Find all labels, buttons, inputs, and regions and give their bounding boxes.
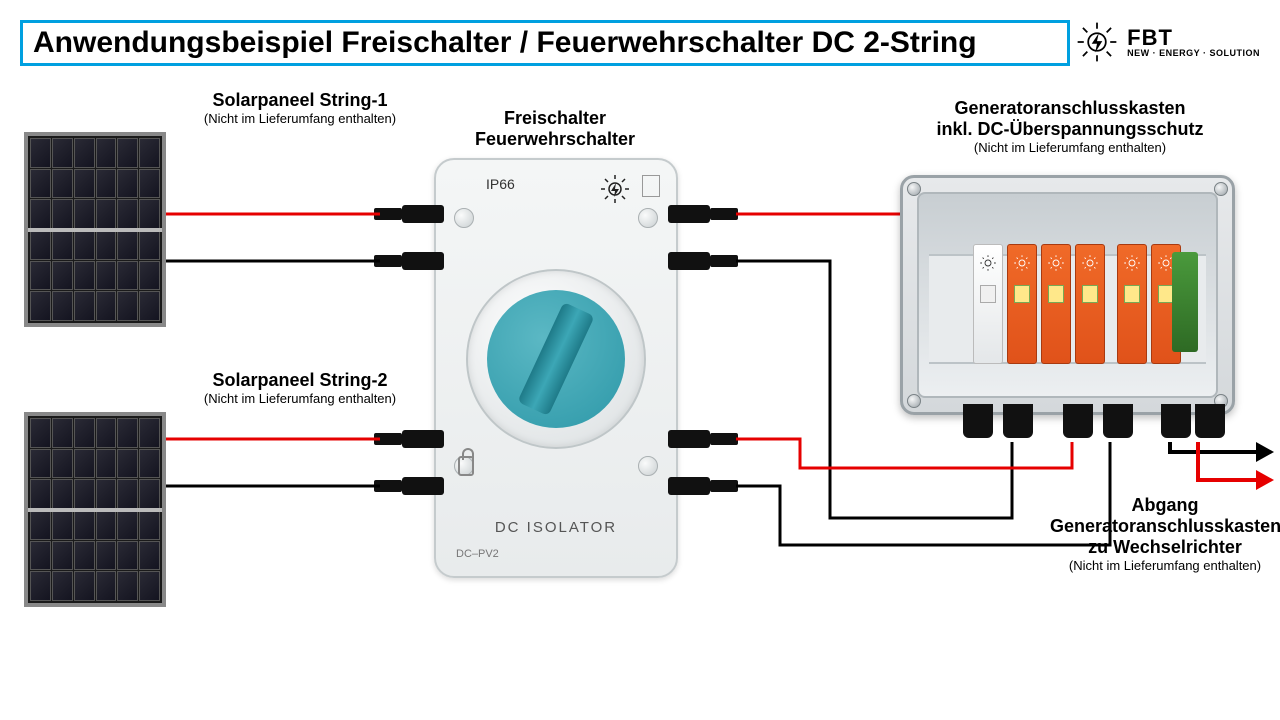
mc4-connector xyxy=(668,430,738,448)
label-output-l3: zu Wechselrichter xyxy=(1050,537,1280,558)
cable-gland xyxy=(1103,404,1133,438)
solar-panel-1 xyxy=(24,132,166,327)
title-text: Anwendungsbeispiel Freischalter / Feuerw… xyxy=(33,26,977,60)
spd-module xyxy=(1075,244,1105,364)
label-string1-sub: (Nicht im Lieferumfang enthalten) xyxy=(170,111,430,126)
sun-icon xyxy=(600,174,630,204)
label-jbox-l2: inkl. DC-Überspannungsschutz xyxy=(880,119,1260,140)
label-output: Abgang Generatoranschlusskasten zu Wechs… xyxy=(1050,495,1280,573)
mc4-connector xyxy=(668,252,738,270)
mc4-connector xyxy=(374,252,444,270)
label-string2: Solarpaneel String-2 (Nicht im Lieferumf… xyxy=(170,370,430,406)
cable-gland xyxy=(1161,404,1191,438)
cable-gland xyxy=(1063,404,1093,438)
spd-module xyxy=(1117,244,1147,364)
brand-logo: FBT NEW · ENERGY · SOLUTION xyxy=(1075,20,1260,64)
isolator-model-label: DC–PV2 xyxy=(456,548,499,560)
cable-gland xyxy=(963,404,993,438)
mc4-connector xyxy=(374,430,444,448)
screw-icon xyxy=(638,208,658,228)
label-output-l2: Generatoranschlusskasten xyxy=(1050,516,1280,537)
spd-module xyxy=(973,244,1003,364)
ground-terminal xyxy=(1172,252,1198,352)
label-string2-title: Solarpaneel String-2 xyxy=(170,370,430,391)
label-string1: Solarpaneel String-1 (Nicht im Lieferumf… xyxy=(170,90,430,126)
ip-rating: IP66 xyxy=(486,176,515,192)
spd-module xyxy=(1007,244,1037,364)
rotary-knob xyxy=(466,269,646,449)
nameplate-icon xyxy=(642,175,660,197)
label-string2-sub: (Nicht im Lieferumfang enthalten) xyxy=(170,391,430,406)
label-output-l1: Abgang xyxy=(1050,495,1280,516)
mc4-connector xyxy=(668,477,738,495)
label-jbox-l1: Generatoranschlusskasten xyxy=(880,98,1260,119)
label-jbox-sub: (Nicht im Lieferumfang enthalten) xyxy=(880,140,1260,155)
sun-bolt-icon xyxy=(1075,20,1119,64)
label-isolator: Freischalter Feuerwehrschalter xyxy=(430,108,680,150)
title-bar: Anwendungsbeispiel Freischalter / Feuerw… xyxy=(20,20,1070,66)
mc4-connector xyxy=(668,205,738,223)
screw-icon xyxy=(638,456,658,476)
logo-tagline: NEW · ENERGY · SOLUTION xyxy=(1127,49,1260,58)
cable-gland xyxy=(1003,404,1033,438)
label-isolator-l1: Freischalter xyxy=(430,108,680,129)
screw-icon xyxy=(454,208,474,228)
dc-isolator: IP66 DC ISOLATOR DC–PV2 xyxy=(434,158,678,578)
label-output-sub: (Nicht im Lieferumfang enthalten) xyxy=(1050,558,1280,573)
logo-name: FBT xyxy=(1127,27,1260,49)
spd-module xyxy=(1041,244,1071,364)
mc4-connector xyxy=(374,477,444,495)
label-isolator-l2: Feuerwehrschalter xyxy=(430,129,680,150)
isolator-type-label: DC ISOLATOR xyxy=(436,519,676,536)
padlock-icon xyxy=(458,456,474,476)
solar-panel-2 xyxy=(24,412,166,607)
label-jbox: Generatoranschlusskasten inkl. DC-Übersp… xyxy=(880,98,1260,155)
label-string1-title: Solarpaneel String-1 xyxy=(170,90,430,111)
mc4-connector xyxy=(374,205,444,223)
junction-box xyxy=(900,175,1235,415)
cable-gland xyxy=(1195,404,1225,438)
